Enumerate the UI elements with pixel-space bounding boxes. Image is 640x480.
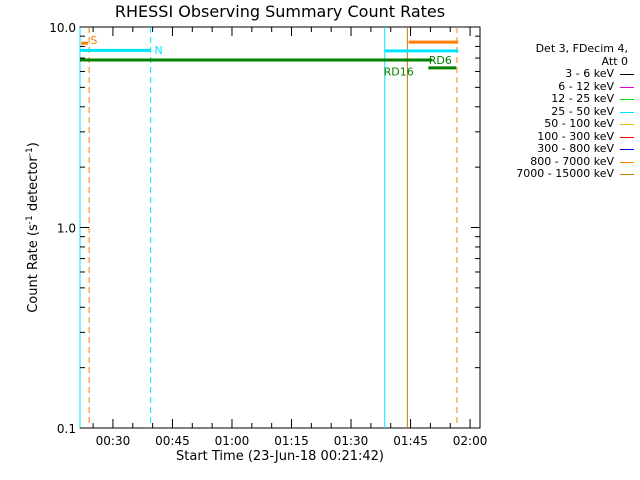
segment-annotation: S (90, 34, 97, 47)
legend-entry-label: 800 - 7000 keV (530, 154, 614, 168)
legend-header-line-1: Det 3, FDecim 4, (535, 42, 628, 55)
legend-entry: 6 - 12 keV (488, 79, 636, 94)
legend-entry: 100 - 300 keV (488, 129, 636, 144)
legend-entry: 300 - 800 keV (488, 142, 636, 156)
legend-entry: 12 - 25 keV (488, 92, 636, 106)
legend-swatch (620, 99, 634, 100)
y-axis-label-main: Count Rate (s (26, 224, 41, 313)
legend-swatch (620, 136, 634, 138)
legend-swatch (620, 86, 634, 88)
x-tick-label: 01:30 (334, 434, 369, 448)
legend-entry: 7000 - 15000 keV (488, 167, 636, 181)
y-tick-label: 0.1 (57, 422, 76, 436)
legend-entry-label: 300 - 800 keV (537, 142, 614, 155)
count-rate-segments (80, 40, 459, 70)
y-tick-label: 10.0 (49, 21, 76, 35)
legend: Det 3, FDecim 4, Att 0 3 - 6 keV 6 - 12 k… (488, 42, 636, 181)
x-tick-label: 01:45 (393, 434, 428, 448)
legend-entry-label: 100 - 300 keV (537, 129, 614, 143)
legend-swatch (620, 149, 634, 150)
segment-annotation: N (154, 44, 162, 57)
legend-entry: 3 - 6 keV (488, 67, 636, 81)
legend-entry-label: 25 - 50 keV (551, 104, 614, 118)
legend-entry: 25 - 50 keV (488, 104, 636, 119)
y-tick-label: 1.0 (57, 222, 76, 236)
legend-entry-label: 12 - 25 keV (551, 92, 614, 105)
x-tick-label: 02:00 (453, 434, 488, 448)
y-axis-label: Count Rate (s-1 detector-1) (25, 142, 41, 313)
y-axis-label-end: ) (26, 142, 41, 147)
chart-title: RHESSI Observing Summary Count Rates (114, 2, 446, 21)
x-tick-label: 01:00 (215, 434, 250, 448)
legend-swatch (620, 74, 634, 75)
legend-entry-label: 3 - 6 keV (565, 67, 614, 80)
segment-annotation: RD6 (429, 54, 452, 67)
segment-annotations: S N RD6 RD16 (90, 34, 451, 78)
legend-entry-label: 6 - 12 keV (558, 79, 614, 93)
legend-swatch (620, 174, 634, 175)
vertical-markers (79, 27, 458, 428)
legend-header-line-2: Att 0 (601, 55, 628, 68)
legend-entries: 3 - 6 keV 6 - 12 keV 12 - 25 keV 25 - 50 ke… (488, 67, 636, 181)
legend-entry: 50 - 100 keV (488, 117, 636, 131)
y-axis-label-mid: detector (26, 156, 41, 216)
legend-swatch (620, 124, 634, 125)
legend-swatch (620, 161, 634, 163)
segment-annotation: RD16 (384, 65, 414, 78)
legend-entry-label: 7000 - 15000 keV (516, 167, 614, 180)
y-axis: 0.1 1.0 10.0 (49, 21, 480, 436)
legend-swatch (620, 111, 634, 113)
x-axis-label: Start Time (23-Jun-18 00:21:42) (176, 449, 384, 464)
x-axis: 00:30 00:45 01:00 01:15 01:30 01:45 02:00 (92, 27, 488, 448)
x-tick-label: 00:30 (96, 434, 131, 448)
x-tick-label: 00:45 (155, 434, 190, 448)
x-tick-label: 01:15 (274, 434, 309, 448)
y-axis-label-sup2: -1 (25, 147, 35, 156)
y-axis-label-sup1: -1 (25, 215, 35, 224)
legend-entry: 800 - 7000 keV (488, 154, 636, 169)
legend-entry-label: 50 - 100 keV (544, 117, 614, 130)
plot-area-frame (79, 26, 481, 429)
